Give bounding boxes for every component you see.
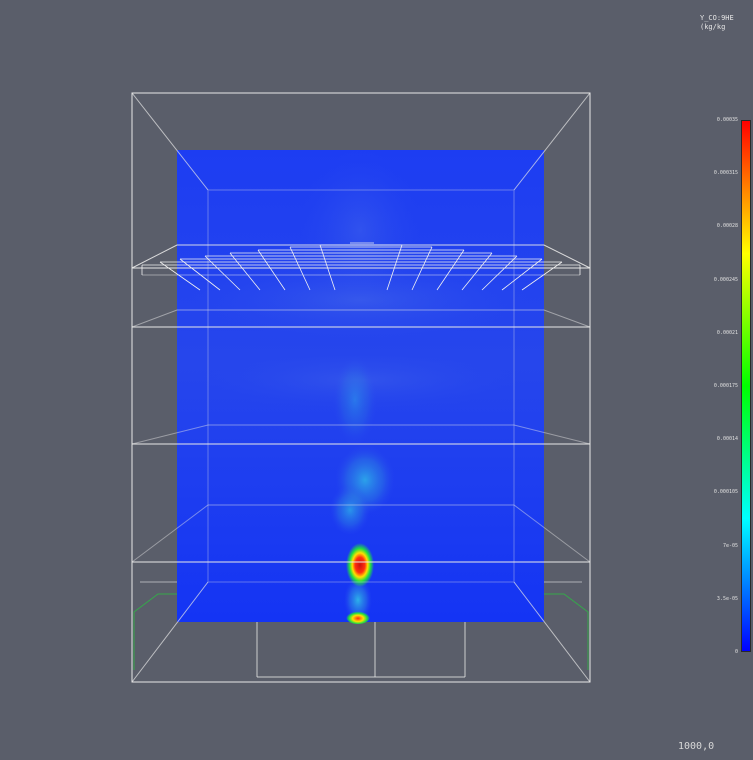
colorbar-tick-label: 0.00021 (716, 329, 738, 336)
colorbar-tick-label: 0.00014 (716, 436, 738, 443)
colorbar (741, 120, 751, 652)
smoke-haze (190, 150, 530, 622)
vent-edges (133, 593, 589, 670)
colorbar-tick-label: 0.000175 (713, 383, 738, 389)
colorbar-tick-label: 7e-05 (722, 542, 738, 549)
colorbar-tick-label: 0.00035 (716, 117, 738, 123)
colorbar-tick-label: 0.000315 (713, 170, 738, 177)
colorbar-tick-label: 0.000105 (713, 489, 738, 496)
colorbar-tick-label: 0.000245 (713, 276, 738, 283)
colorbar-tick-label: 3.5e-05 (716, 595, 738, 602)
ceiling-hood (141, 242, 581, 291)
legend-title: Y_CO:9HE (kg/kg (700, 14, 734, 31)
plume-core (346, 543, 374, 587)
time-readout: 1000,0 (678, 741, 715, 752)
colorbar-tick-label: 0.00028 (716, 223, 738, 230)
colorbar-tick-label: 0 (734, 649, 738, 655)
plume-base (346, 610, 370, 624)
